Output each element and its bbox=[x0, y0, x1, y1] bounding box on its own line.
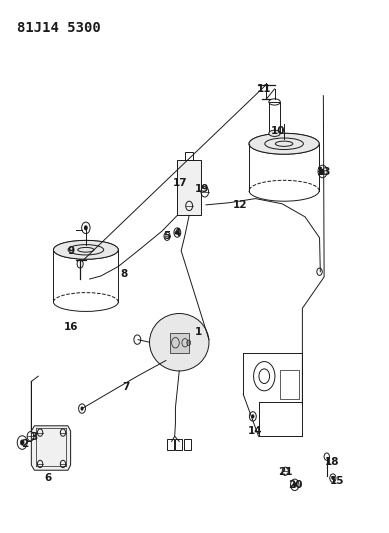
Bar bbox=[170, 333, 189, 353]
Text: 10: 10 bbox=[271, 126, 286, 136]
Circle shape bbox=[81, 407, 84, 410]
Ellipse shape bbox=[249, 133, 319, 154]
Bar bbox=[269, 102, 280, 133]
Text: 9: 9 bbox=[67, 246, 74, 256]
Circle shape bbox=[251, 415, 254, 418]
Text: 4: 4 bbox=[173, 228, 181, 238]
Text: 17: 17 bbox=[173, 178, 187, 188]
Circle shape bbox=[176, 231, 179, 235]
Text: 16: 16 bbox=[63, 321, 78, 332]
Circle shape bbox=[321, 169, 324, 174]
Text: 21: 21 bbox=[278, 467, 293, 477]
Text: 2: 2 bbox=[21, 439, 28, 449]
Ellipse shape bbox=[53, 240, 118, 259]
Text: 20: 20 bbox=[288, 480, 303, 490]
Text: 12: 12 bbox=[233, 200, 247, 210]
Polygon shape bbox=[32, 382, 70, 470]
Bar bbox=[280, 370, 299, 399]
Bar bbox=[167, 439, 174, 450]
Bar bbox=[184, 439, 191, 450]
Text: 11: 11 bbox=[257, 84, 271, 94]
Ellipse shape bbox=[269, 130, 280, 136]
Text: 14: 14 bbox=[248, 426, 263, 436]
Text: 8: 8 bbox=[120, 269, 128, 279]
Text: 15: 15 bbox=[330, 475, 345, 486]
Text: 6: 6 bbox=[44, 473, 51, 483]
Bar bbox=[175, 439, 182, 450]
Text: 18: 18 bbox=[325, 457, 340, 467]
Bar bbox=[185, 152, 193, 160]
Circle shape bbox=[332, 477, 334, 480]
Circle shape bbox=[293, 482, 296, 487]
Ellipse shape bbox=[149, 313, 209, 371]
Circle shape bbox=[20, 440, 24, 445]
Circle shape bbox=[84, 225, 88, 230]
Text: 7: 7 bbox=[122, 382, 130, 392]
Text: 1: 1 bbox=[194, 327, 202, 337]
Text: 3: 3 bbox=[31, 432, 38, 442]
Bar bbox=[177, 160, 201, 215]
Text: 19: 19 bbox=[195, 184, 209, 194]
Text: 81J14 5300: 81J14 5300 bbox=[17, 21, 101, 35]
Text: 5: 5 bbox=[163, 231, 171, 241]
Text: 13: 13 bbox=[317, 167, 331, 177]
